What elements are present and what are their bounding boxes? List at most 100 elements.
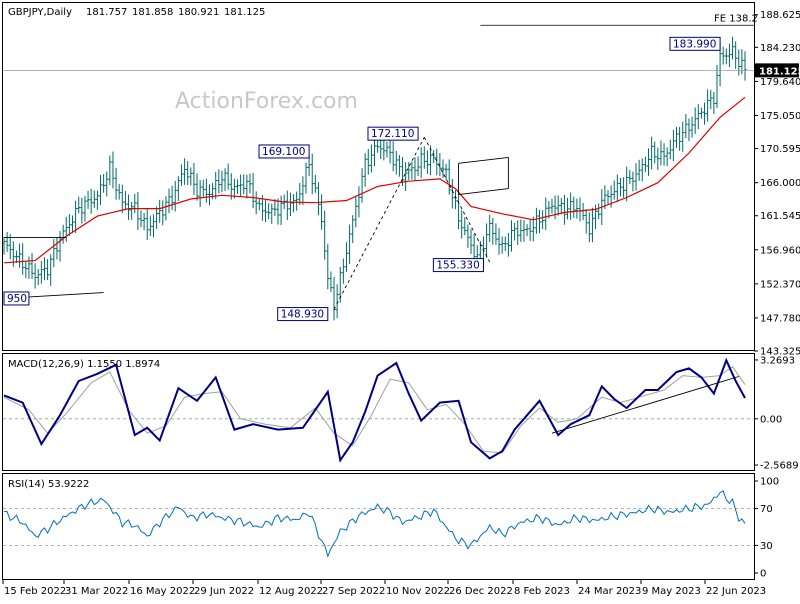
- price-bar: [217, 169, 221, 194]
- price-bar: [665, 147, 669, 167]
- price-bar: [363, 153, 367, 187]
- price-bar: [366, 148, 370, 175]
- price-bar: [382, 138, 386, 161]
- price-bar: [148, 215, 152, 236]
- price-bar: [734, 41, 738, 69]
- price-bar: [699, 107, 703, 119]
- price-bar: [179, 164, 183, 186]
- price-bar: [123, 190, 127, 211]
- macd-layer: [3, 357, 754, 463]
- price-bar: [335, 284, 339, 319]
- macd-trendline: [551, 376, 739, 434]
- rsi-layer: [3, 490, 754, 558]
- price-bar: [413, 157, 417, 181]
- price-bar: [49, 254, 53, 286]
- price-bar: [566, 197, 570, 220]
- price-bar: [528, 219, 532, 241]
- x-tick-label: 24 Mar 2023: [578, 586, 641, 597]
- price-bar: [145, 208, 149, 240]
- price-bar: [183, 158, 187, 185]
- price-bar: [687, 118, 691, 142]
- price-bar: [615, 174, 619, 203]
- price-bar: [407, 162, 411, 181]
- price-bar: [189, 167, 193, 186]
- price-bar: [668, 139, 672, 160]
- price-bar: [36, 269, 40, 285]
- price-y-tick-label: 188.625: [760, 10, 800, 21]
- macd-y-tick-label: 0.00: [760, 414, 782, 425]
- label-148930-text: 148.930: [281, 309, 324, 321]
- price-bar: [223, 168, 227, 191]
- price-bar: [513, 222, 517, 241]
- price-bar: [307, 155, 311, 177]
- price-bar: [678, 126, 682, 151]
- price-bar: [14, 250, 18, 263]
- price-bar: [2, 236, 6, 255]
- label-155330-box: [432, 258, 484, 273]
- label-172110: 172.110: [367, 126, 419, 141]
- price-bar: [170, 185, 174, 211]
- price-bar: [373, 139, 376, 167]
- price-bar: [295, 191, 299, 211]
- price-bar: [525, 224, 529, 237]
- price-bar: [264, 199, 268, 222]
- price-bar: [631, 171, 635, 192]
- label-169100-box: [258, 144, 310, 159]
- price-bar: [693, 107, 697, 134]
- price-bar: [715, 65, 719, 108]
- x-tick-label: 31 Mar 2022: [65, 586, 128, 597]
- ohlc-high: 181.858: [132, 7, 173, 18]
- price-bar: [120, 184, 124, 214]
- last-price-tag-label: 181.125: [759, 66, 800, 77]
- label-950-text: 950: [7, 293, 27, 305]
- price-bar: [519, 219, 523, 242]
- label-169100: 169.100: [258, 144, 310, 159]
- price-bar: [164, 196, 168, 221]
- price-bar: [42, 257, 46, 281]
- price-bar: [257, 198, 261, 211]
- x-tick-label: 29 Jun 2022: [194, 586, 254, 597]
- x-tick-label: 10 Nov 2022: [386, 586, 450, 597]
- price-bar: [323, 210, 327, 260]
- price-bar: [99, 175, 103, 205]
- price-bar: [117, 183, 121, 200]
- price-bar: [105, 171, 109, 197]
- fib-leg-up-line: [333, 137, 425, 310]
- price-bar: [201, 179, 205, 199]
- price-bar: [656, 147, 660, 170]
- price-bar: [625, 166, 629, 202]
- price-bar: [622, 177, 626, 198]
- price-bar: [288, 192, 292, 217]
- price-bar: [139, 210, 143, 228]
- channel-top-line: [458, 156, 509, 164]
- price-bar: [544, 197, 548, 230]
- price-bar: [232, 178, 236, 199]
- price-layer: 169.100 172.110 148.930 155.330 183.990 950 FE…: [2, 13, 758, 322]
- price-bar: [659, 140, 663, 166]
- price-bar: [562, 194, 566, 225]
- macd-panel-title: MACD(12,26,9) 1.1550 1.8974: [8, 359, 160, 370]
- price-y-tick-label: 184.230: [760, 43, 800, 54]
- price-bar: [58, 231, 62, 262]
- price-bar: [724, 48, 728, 65]
- price-panel-frame: [2, 2, 755, 351]
- price-bar: [432, 150, 436, 164]
- price-bar: [127, 194, 131, 220]
- price-bar: [226, 163, 230, 190]
- x-tick-label: 15 Feb 2022: [4, 586, 66, 597]
- price-bar: [637, 159, 641, 181]
- price-bar: [671, 129, 675, 162]
- price-y-tick-label: 147.780: [760, 313, 800, 324]
- price-bar: [67, 214, 71, 236]
- price-bar: [111, 151, 115, 189]
- last-price-tag-box: [755, 63, 799, 78]
- price-bar: [394, 150, 398, 175]
- price-bar: [207, 184, 211, 206]
- price-bar: [130, 201, 134, 220]
- price-bar: [329, 271, 333, 293]
- price-bar: [460, 210, 464, 239]
- price-bar: [176, 176, 180, 201]
- price-bar: [151, 214, 155, 238]
- price-bar: [270, 203, 274, 224]
